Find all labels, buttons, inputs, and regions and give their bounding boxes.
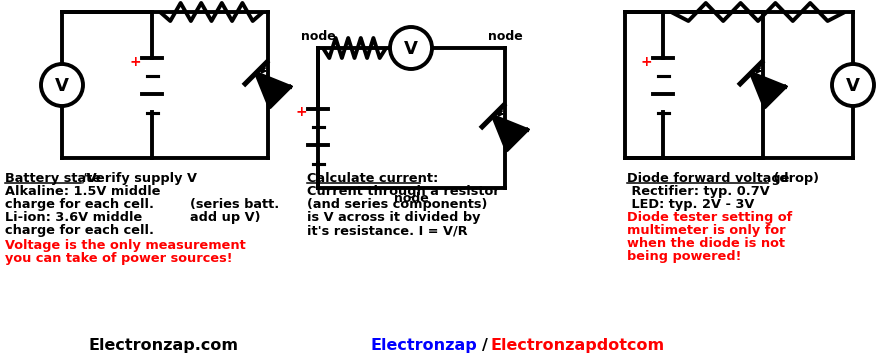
Text: +: +: [129, 55, 141, 69]
Text: Battery state: Battery state: [5, 172, 101, 185]
Text: it's resistance. I = V/R: it's resistance. I = V/R: [307, 224, 467, 237]
Polygon shape: [751, 73, 785, 107]
Text: Electronzap.com: Electronzap.com: [88, 338, 238, 353]
Text: Alkaline: 1.5V middle: Alkaline: 1.5V middle: [5, 185, 160, 198]
Text: LED: typ. 2V - 3V: LED: typ. 2V - 3V: [627, 198, 755, 211]
Text: node: node: [301, 30, 336, 43]
Circle shape: [390, 27, 432, 69]
Text: Calculate current:: Calculate current:: [307, 172, 438, 185]
Text: +: +: [640, 55, 651, 69]
Text: node: node: [393, 192, 428, 205]
Text: /: /: [482, 338, 488, 353]
Polygon shape: [493, 116, 527, 150]
Text: (and series components): (and series components): [307, 198, 488, 211]
Text: Rectifier: typ. 0.7V: Rectifier: typ. 0.7V: [627, 185, 770, 198]
Text: charge for each cell.: charge for each cell.: [5, 224, 154, 237]
Text: add up V): add up V): [190, 211, 261, 224]
Text: charge for each cell.: charge for each cell.: [5, 198, 154, 211]
Text: Voltage is the only measurement: Voltage is the only measurement: [5, 239, 246, 252]
Circle shape: [41, 64, 83, 106]
Text: +: +: [295, 106, 307, 120]
Text: V: V: [55, 77, 69, 95]
Text: Current through a resistor: Current through a resistor: [307, 185, 500, 198]
Text: node: node: [488, 30, 522, 43]
Text: Electronzapdotcom: Electronzapdotcom: [490, 338, 664, 353]
Text: V: V: [404, 40, 418, 58]
Text: (drop): (drop): [769, 172, 819, 185]
Text: (series batt.: (series batt.: [190, 198, 279, 211]
Circle shape: [832, 64, 874, 106]
Text: when the diode is not: when the diode is not: [627, 237, 785, 250]
Text: is V across it divided by: is V across it divided by: [307, 211, 481, 224]
Text: V: V: [846, 77, 860, 95]
Polygon shape: [256, 73, 290, 107]
Text: Diode tester setting of: Diode tester setting of: [627, 211, 792, 224]
Text: you can take of power sources!: you can take of power sources!: [5, 252, 232, 265]
Text: /Verify supply V: /Verify supply V: [82, 172, 197, 185]
Text: Electronzap: Electronzap: [370, 338, 477, 353]
Text: Diode forward voltage: Diode forward voltage: [627, 172, 789, 185]
Text: being powered!: being powered!: [627, 250, 741, 263]
Text: Li-ion: 3.6V middle: Li-ion: 3.6V middle: [5, 211, 142, 224]
Text: multimeter is only for: multimeter is only for: [627, 224, 786, 237]
